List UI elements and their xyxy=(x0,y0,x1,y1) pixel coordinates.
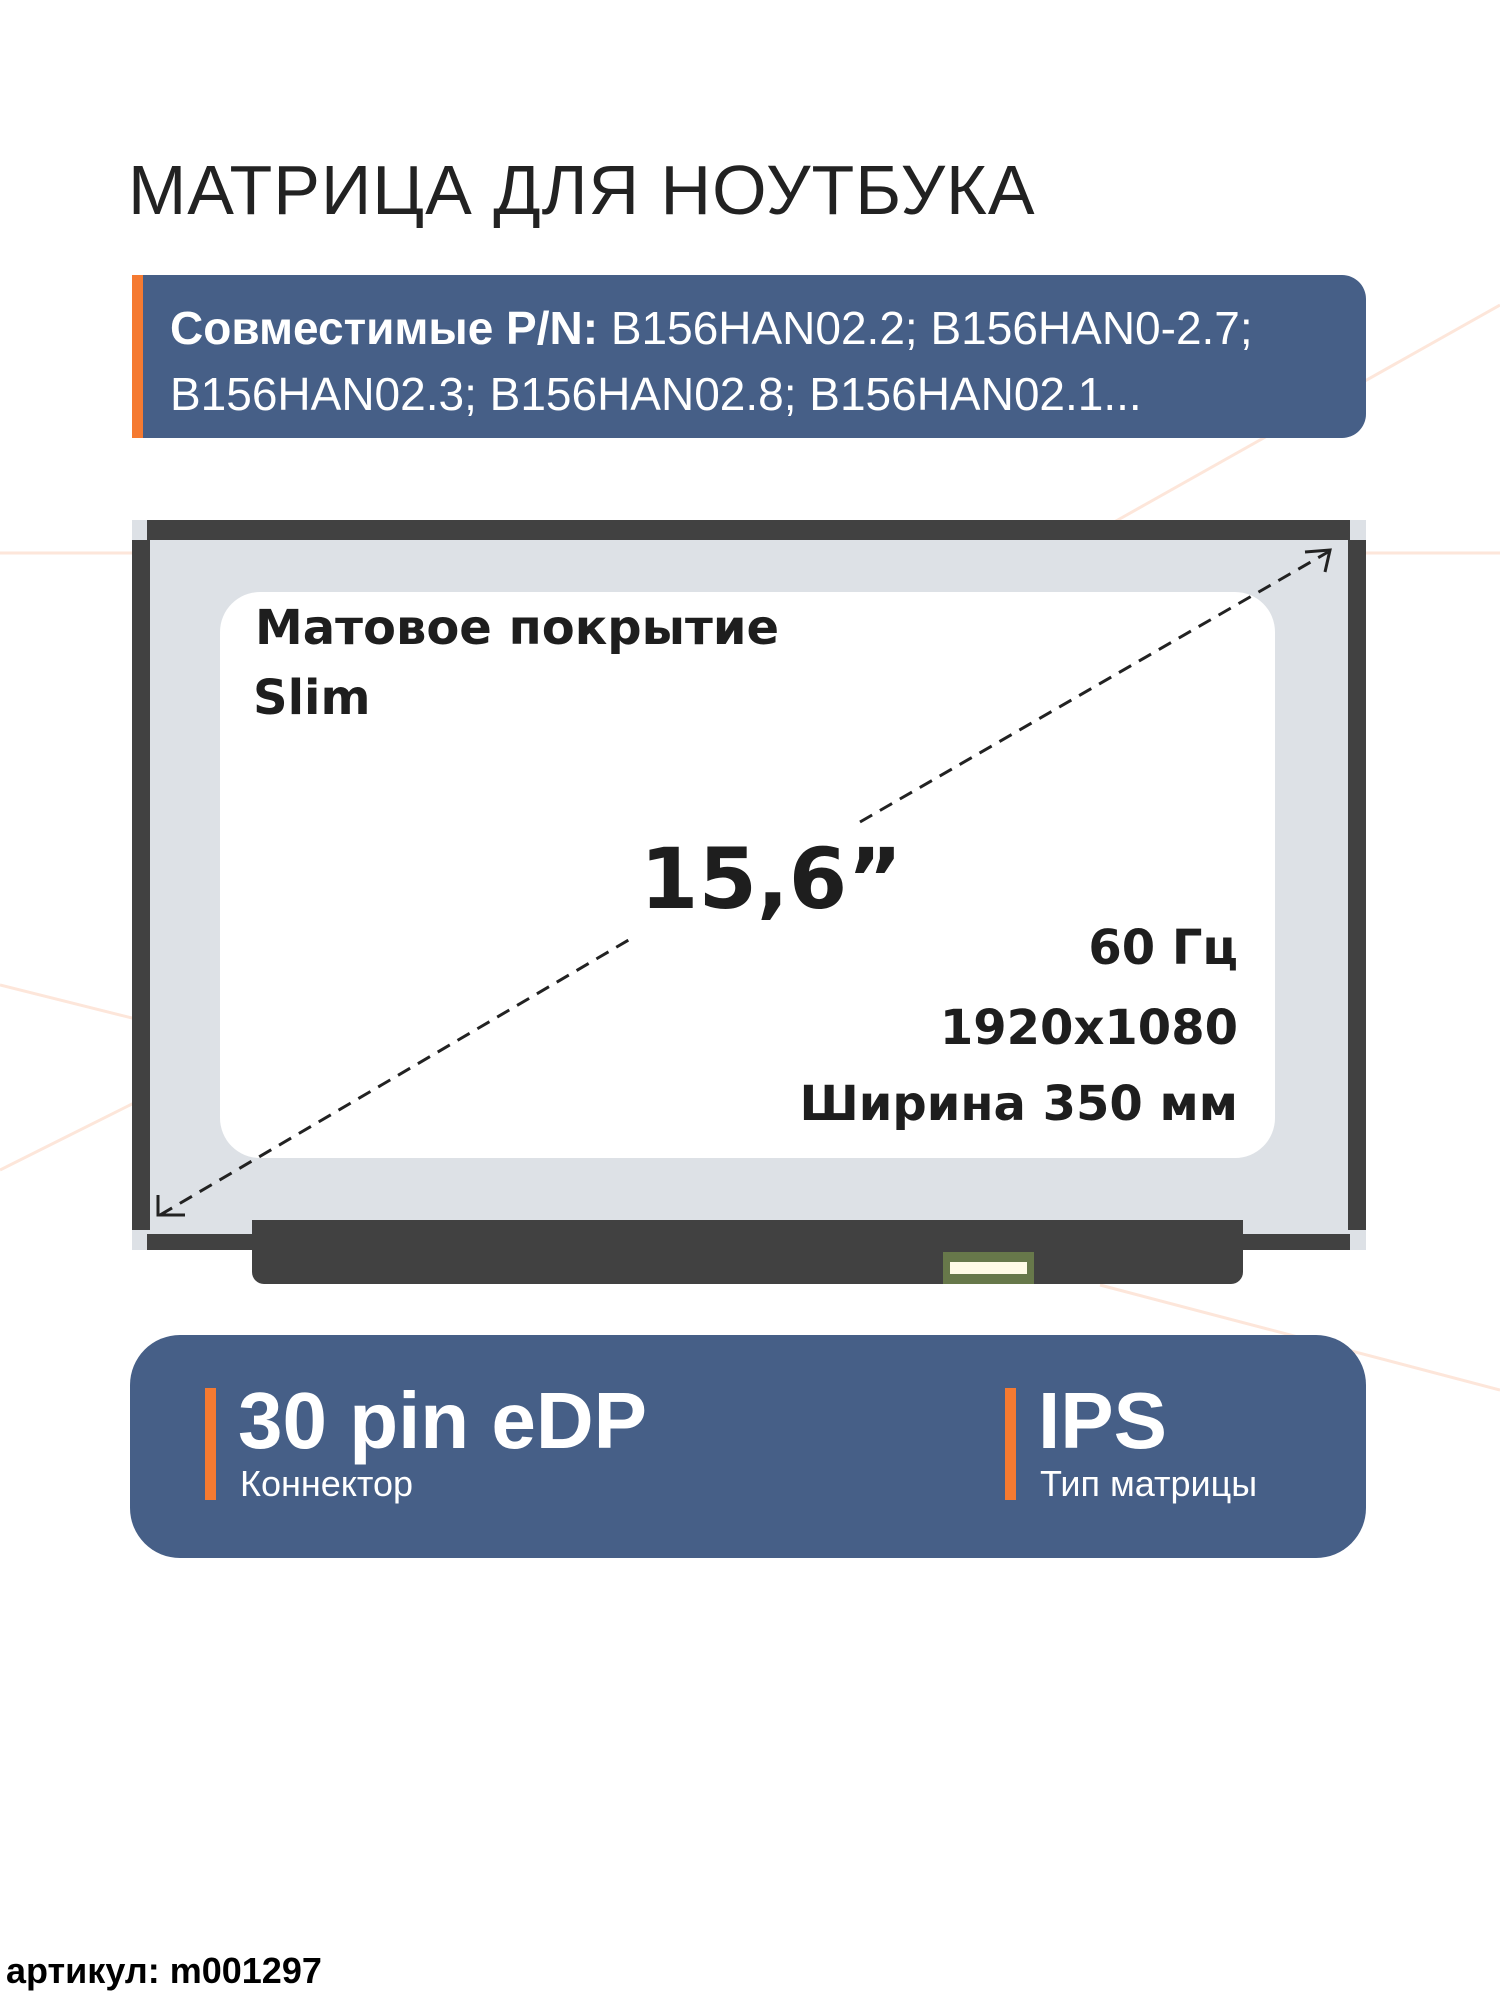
compatible-pn-panel: Совместимые P/N: B156HAN02.2; B156HAN0-2… xyxy=(132,275,1366,438)
compatible-label: Совместимые P/N: xyxy=(170,302,599,354)
screen-pcb-strip xyxy=(252,1220,1243,1284)
connector-icon xyxy=(943,1252,1034,1284)
accent-bar xyxy=(1005,1388,1016,1500)
connector-value: 30 pin eDP xyxy=(238,1376,648,1465)
accent-bar xyxy=(205,1388,216,1500)
compatible-value: B156HAN02.2; B156HAN0-2.7; B156HAN02.3; … xyxy=(170,302,1253,420)
width-text: Ширина 350 мм xyxy=(799,1076,1238,1132)
connector-label: Коннектор xyxy=(240,1463,414,1504)
diagonal-text: 15,6” xyxy=(640,830,903,928)
bezel-top xyxy=(147,520,1350,540)
article-number: артикул: m001297 xyxy=(6,1950,322,1991)
type-text: Slim xyxy=(253,670,371,726)
page-title: МАТРИЦА ДЛЯ НОУТБУКА xyxy=(128,151,1036,229)
matrix-type-value: IPS xyxy=(1038,1376,1167,1465)
accent-bar xyxy=(132,275,143,438)
refresh-text: 60 Гц xyxy=(1088,920,1238,976)
coating-text: Матовое покрытие xyxy=(255,600,780,656)
spec-area xyxy=(220,592,1275,1158)
features-panel: 30 pin eDP Коннектор IPS Тип матрицы xyxy=(130,1335,1366,1558)
matrix-type-label: Тип матрицы xyxy=(1040,1463,1258,1504)
resolution-text: 1920x1080 xyxy=(939,1000,1238,1056)
bezel-right xyxy=(1348,540,1366,1230)
bezel-left xyxy=(132,540,150,1230)
